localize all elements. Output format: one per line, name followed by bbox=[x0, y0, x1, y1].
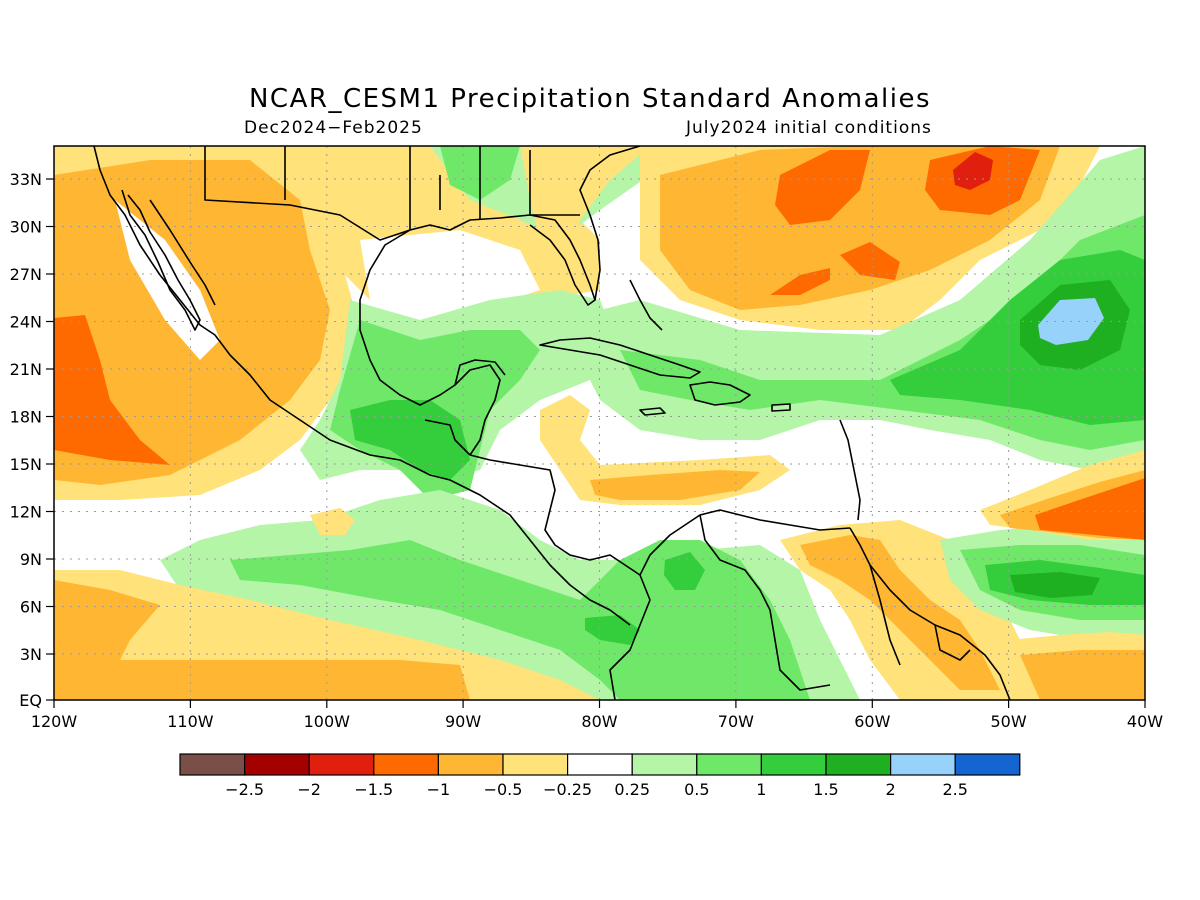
lon-label-60w: 60W bbox=[854, 712, 890, 731]
coastlines bbox=[93, 146, 1011, 700]
lesser-antilles bbox=[839, 419, 861, 521]
legend-label: −1.5 bbox=[354, 780, 393, 799]
anomaly-field bbox=[54, 146, 1145, 700]
anomaly-region-gulf-neutral bbox=[360, 230, 540, 320]
anomaly-region-caribbean-dry-core bbox=[590, 470, 760, 500]
lat-label-21n: 21N bbox=[10, 360, 42, 379]
lon-label-110w: 110W bbox=[167, 712, 214, 731]
anomaly-region-pacific-strong bbox=[54, 315, 170, 465]
map-title: NCAR_CESM1 Precipitation Standard Anomal… bbox=[248, 84, 932, 114]
colombia-interior-border bbox=[609, 574, 651, 700]
us-gulf-coast bbox=[409, 214, 596, 306]
anomaly-region-epac-wet-mid bbox=[230, 540, 810, 700]
axis-ticks bbox=[46, 178, 1146, 708]
jamaica bbox=[639, 407, 666, 416]
longitude-labels: 120W 110W 100W 90W 80W 70W 60W 50W 40W bbox=[31, 712, 1163, 731]
colombia-venezuela-coast bbox=[639, 509, 851, 576]
legend-swatch bbox=[308, 753, 375, 776]
legend-label: −1 bbox=[427, 780, 451, 799]
us-mexico-border bbox=[204, 146, 411, 241]
anomaly-region-eq-atlantic-wet-core bbox=[1010, 572, 1100, 598]
lat-label-15n: 15N bbox=[10, 455, 42, 474]
lat-label-27n: 27N bbox=[10, 265, 42, 284]
legend-swatch bbox=[179, 753, 246, 776]
latitude-labels: 33N 30N 27N 24N 21N 18N 15N 12N 9N 6N 3N… bbox=[10, 170, 42, 710]
legend-labels: −2.5 −2 −1.5 −1 −0.5 −0.25 0.25 0.5 1 1.… bbox=[225, 780, 968, 799]
anomaly-region-guianas-moderate bbox=[800, 535, 1000, 690]
legend-label: −0.5 bbox=[484, 780, 523, 799]
hispaniola bbox=[689, 381, 751, 406]
central-america-caribbean bbox=[469, 454, 641, 576]
us-east-coast bbox=[579, 146, 641, 301]
gulf-of-california-east bbox=[149, 199, 216, 306]
legend-label: 2 bbox=[886, 780, 896, 799]
legend-swatch bbox=[566, 753, 633, 776]
guatemala-border bbox=[424, 419, 471, 456]
lon-label-50w: 50W bbox=[991, 712, 1027, 731]
lat-label-9n: 9N bbox=[20, 550, 42, 569]
lat-label-6n: 6N bbox=[20, 598, 42, 617]
bahamas bbox=[629, 279, 663, 331]
legend-swatch bbox=[696, 753, 762, 776]
lon-label-90w: 90W bbox=[445, 712, 481, 731]
lat-label-33n: 33N bbox=[10, 170, 42, 189]
legend-label: −2 bbox=[297, 780, 321, 799]
lat-label-eq: EQ bbox=[19, 691, 42, 710]
baja-peninsula bbox=[121, 189, 201, 331]
anomaly-region-atlantic-strong-d bbox=[840, 242, 900, 280]
anomaly-region-atlantic-strong-a bbox=[775, 150, 870, 225]
lon-label-80w: 80W bbox=[581, 712, 617, 731]
anomaly-region-yucatan-wet-strong bbox=[350, 400, 470, 480]
legend-swatch bbox=[373, 753, 439, 776]
legend-label: 0.5 bbox=[684, 780, 709, 799]
legend-label: 2.5 bbox=[942, 780, 967, 799]
legend-swatch bbox=[502, 753, 569, 776]
legend-label: 1.5 bbox=[813, 780, 838, 799]
anomaly-region-baja-neutral bbox=[115, 200, 220, 360]
legend-colorbar bbox=[179, 753, 1021, 776]
season-label: Dec2024−Feb2025 bbox=[244, 118, 423, 138]
gulf-coast-mexico bbox=[359, 229, 501, 456]
anomaly-region-colombia-wet-strong bbox=[664, 552, 705, 590]
graticule bbox=[54, 146, 1145, 700]
lat-label-12n: 12N bbox=[10, 503, 42, 522]
lon-label-70w: 70W bbox=[718, 712, 754, 731]
legend-label: 0.25 bbox=[614, 780, 650, 799]
lon-label-100w: 100W bbox=[304, 712, 351, 731]
legend-swatch bbox=[889, 753, 956, 776]
lon-label-40w: 40W bbox=[1127, 712, 1163, 731]
initial-conditions-label: July2024 initial conditions bbox=[686, 118, 932, 138]
south-america-north-coast bbox=[849, 527, 1011, 700]
yucatan bbox=[454, 359, 506, 386]
guyana-border bbox=[869, 564, 901, 666]
cuba bbox=[539, 337, 701, 379]
legend-label: −2.5 bbox=[225, 780, 264, 799]
legend-label: 1 bbox=[756, 780, 766, 799]
lat-label-18n: 18N bbox=[10, 408, 42, 427]
anomaly-region-eq-atlantic-dry-tail-mid bbox=[1020, 650, 1145, 700]
us-state-lines bbox=[284, 146, 580, 220]
anomaly-region-pacific-wet-patch bbox=[310, 508, 355, 535]
legend-swatch bbox=[825, 753, 892, 776]
anomaly-region-atlantic-extreme bbox=[953, 152, 993, 190]
legend-label: −0.25 bbox=[543, 780, 592, 799]
lat-label-24n: 24N bbox=[10, 313, 42, 332]
mexico-pacific-coast bbox=[93, 146, 631, 626]
legend-swatch bbox=[954, 753, 1021, 776]
lat-label-30n: 30N bbox=[10, 218, 42, 237]
legend-swatch bbox=[244, 753, 310, 776]
anomaly-region-atlantic-strong-c bbox=[770, 268, 830, 295]
lon-label-120w: 120W bbox=[31, 712, 78, 731]
legend-swatch bbox=[631, 753, 698, 776]
anomaly-region-ne-atlantic-strong bbox=[1035, 478, 1145, 540]
suriname-border bbox=[934, 624, 971, 661]
puerto-rico bbox=[771, 403, 791, 412]
legend-swatch bbox=[760, 753, 827, 776]
anomaly-region-south-pacific-moderate bbox=[54, 580, 470, 700]
lat-label-3n: 3N bbox=[20, 645, 42, 664]
venezuela-interior-border bbox=[699, 514, 831, 691]
legend-swatch bbox=[437, 753, 504, 776]
